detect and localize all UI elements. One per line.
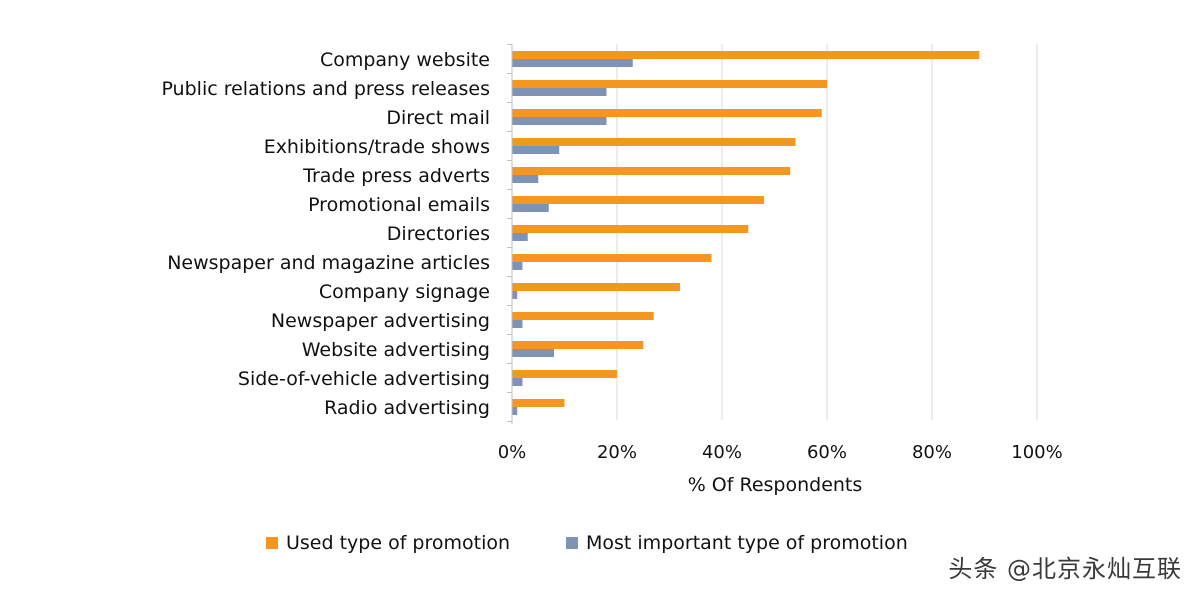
bar-used [512,51,980,59]
x-tick-label: 100% [1011,442,1062,463]
category-label: Direct mail [386,107,490,129]
legend-label: Most important type of promotion [586,532,908,554]
category-label: Website advertising [302,339,490,361]
bar-most-important [512,349,554,357]
category-label: Newspaper and magazine articles [167,252,490,274]
bar-used [512,225,749,233]
legend-label: Used type of promotion [286,532,510,554]
bar-used [512,370,617,378]
axes [507,44,513,424]
bar-most-important [512,407,518,415]
x-tick-labels: 0% 20% 40% 60% 80% 100% [498,442,1063,463]
category-label: Trade press adverts [302,165,490,187]
bar-used [512,254,712,262]
bar-used [512,283,680,291]
bar-most-important [512,262,523,270]
x-axis-title: % Of Respondents [688,474,863,496]
category-label: Exhibitions/trade shows [264,136,490,158]
category-label: Side-of-vehicle advertising [238,368,490,390]
grid-lines [616,44,1038,420]
bar-most-important [512,175,539,183]
bar-most-important [512,146,560,154]
bar-most-important [512,88,607,96]
category-label: Newspaper advertising [271,310,490,332]
bar-most-important [512,204,549,212]
bar-most-important [512,59,633,67]
bar-most-important [512,117,607,125]
bar-used [512,312,654,320]
category-label: Radio advertising [324,397,490,419]
x-tick-label: 60% [807,442,847,463]
bar-used [512,109,822,117]
category-labels: Company website Public relations and pres… [161,49,490,419]
category-label: Company signage [319,281,490,303]
bar-used [512,138,796,146]
category-label: Company website [320,49,490,71]
x-tick-label: 20% [597,442,637,463]
category-label: Directories [387,223,490,245]
bar-most-important [512,320,523,328]
legend: Used type of promotion Most important typ… [266,532,908,554]
bar-used [512,399,565,407]
bar-used [512,80,827,88]
category-label: Promotional emails [308,194,490,216]
bars [512,51,980,415]
bar-most-important [512,378,523,386]
bar-used [512,167,791,175]
bar-most-important [512,233,528,241]
x-tick-label: 80% [912,442,952,463]
legend-swatch [266,537,278,549]
bar-used [512,341,644,349]
x-tick-label: 40% [702,442,742,463]
legend-swatch [566,537,578,549]
x-tick-label: 0% [498,442,527,463]
bar-most-important [512,291,518,299]
category-label: Public relations and press releases [161,78,490,100]
watermark: 头条 @北京永灿互联 [948,555,1182,583]
bar-used [512,196,764,204]
